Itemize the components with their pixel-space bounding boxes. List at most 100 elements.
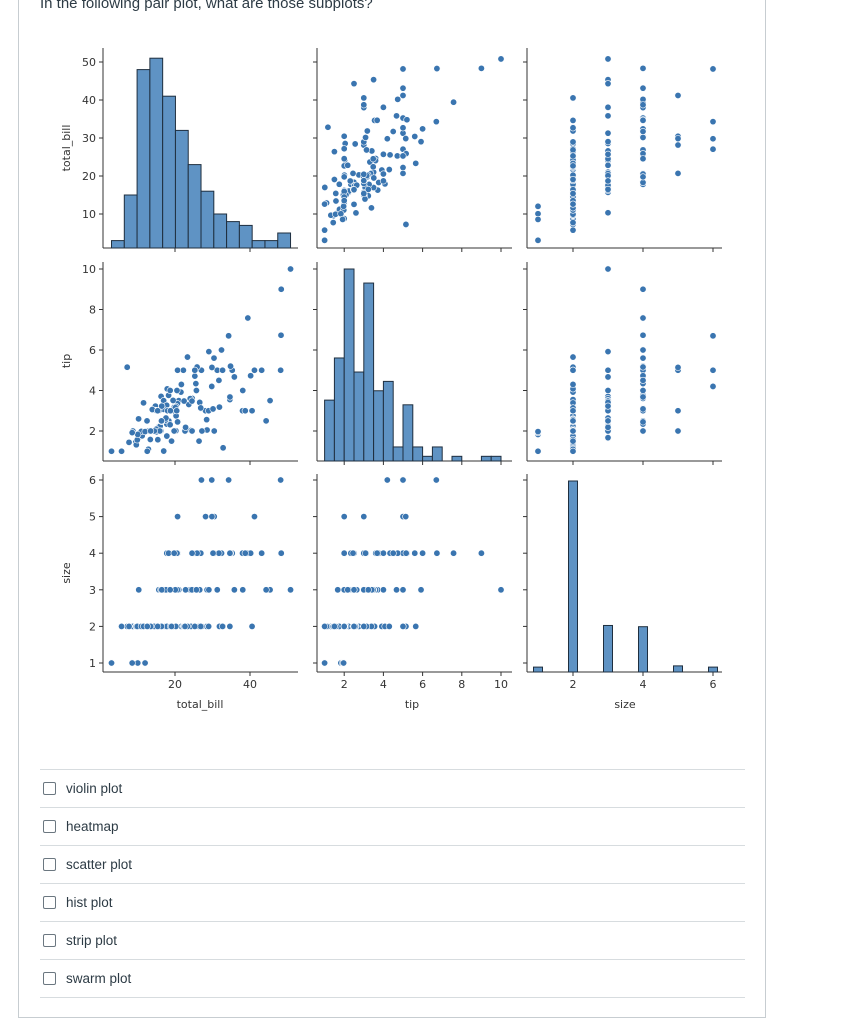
scatter-point — [226, 622, 234, 630]
scatter-point — [340, 173, 348, 181]
scatter-point — [639, 331, 647, 339]
x-tick-label: 40 — [243, 678, 257, 691]
scatter-point — [344, 161, 352, 169]
scatter-point — [639, 363, 647, 371]
scatter-point — [168, 437, 176, 445]
scatter-point — [569, 146, 577, 154]
scatter-point — [709, 145, 717, 153]
checkbox[interactable] — [43, 782, 56, 795]
scatter-point — [639, 376, 647, 384]
scatter-point — [639, 64, 647, 72]
scatter-point — [158, 402, 166, 410]
scatter-point — [203, 416, 211, 424]
scatter-point — [604, 161, 612, 169]
scatter-point — [709, 382, 717, 390]
scatter-point — [450, 549, 458, 557]
checkbox[interactable] — [43, 820, 56, 833]
scatter-point — [389, 549, 397, 557]
answer-option[interactable]: swarm plot — [40, 959, 745, 998]
scatter-point — [181, 622, 189, 630]
scatter-point — [360, 190, 368, 198]
scatter-point — [379, 170, 387, 178]
scatter-point — [497, 586, 505, 594]
scatter-point — [321, 659, 329, 667]
scatter-point — [604, 55, 612, 63]
answer-option[interactable]: scatter plot — [40, 845, 745, 883]
scatter-point — [177, 380, 185, 388]
scatter-point — [604, 373, 612, 381]
scatter-point — [367, 204, 375, 212]
scatter-point — [364, 586, 372, 594]
scatter-point — [339, 215, 347, 223]
scatter-point — [569, 116, 577, 124]
y-tick-label: 30 — [82, 132, 96, 145]
checkbox[interactable] — [43, 858, 56, 871]
scatter-point — [639, 173, 647, 181]
scatter-point — [287, 586, 295, 594]
histogram-bar — [187, 164, 202, 249]
scatter-point — [321, 622, 329, 630]
scatter-point — [197, 476, 205, 484]
scatter-point — [417, 586, 425, 594]
scatter-point — [209, 405, 217, 413]
histogram-bar — [149, 57, 164, 249]
checkbox[interactable] — [43, 896, 56, 909]
answer-list: violin plot heatmap scatter plot hist pl… — [40, 769, 745, 998]
y-tick-label: 8 — [89, 304, 96, 317]
scatter-point — [209, 549, 217, 557]
x-axis-label: total_bill — [177, 698, 224, 711]
scatter-point — [128, 659, 136, 667]
scatter-point — [399, 91, 407, 99]
scatter-point — [332, 197, 340, 205]
scatter-point — [432, 476, 440, 484]
scatter-point — [170, 549, 178, 557]
scatter-point — [639, 314, 647, 322]
answer-option[interactable]: violin plot — [40, 769, 745, 807]
scatter-point — [215, 376, 223, 384]
answer-option[interactable]: heatmap — [40, 807, 745, 845]
scatter-point — [604, 112, 612, 120]
scatter-point — [450, 98, 458, 106]
scatter-point — [340, 549, 348, 557]
scatter-point — [709, 118, 717, 126]
scatter-point — [213, 586, 221, 594]
checkbox[interactable] — [43, 934, 56, 947]
scatter-point — [118, 447, 126, 455]
scatter-point — [174, 418, 182, 426]
scatter-point — [330, 175, 338, 183]
x-tick-label: 4 — [640, 678, 647, 691]
scatter-point — [569, 407, 577, 415]
scatter-point — [383, 476, 391, 484]
scatter-point — [411, 549, 419, 557]
scatter-point — [118, 622, 126, 630]
question-frame — [18, 0, 766, 1018]
scatter-point — [277, 285, 285, 293]
scatter-point — [340, 659, 348, 667]
histogram-bar — [264, 240, 279, 249]
answer-option[interactable]: hist plot — [40, 883, 745, 921]
scatter-point — [402, 135, 410, 143]
scatter-point — [154, 436, 162, 444]
scatter-point — [399, 476, 407, 484]
scatter-point — [639, 386, 647, 394]
scatter-point — [266, 397, 274, 405]
checkbox[interactable] — [43, 972, 56, 985]
histogram-bar — [324, 399, 335, 462]
scatter-point — [277, 366, 285, 374]
scatter-point — [639, 393, 647, 401]
scatter-point — [202, 513, 210, 521]
scatter-point — [379, 586, 387, 594]
scatter-point — [329, 219, 337, 227]
scatter-point — [709, 65, 717, 73]
scatter-point — [192, 586, 200, 594]
scatter-point — [604, 366, 612, 374]
scatter-point — [385, 622, 393, 630]
scatter-point — [277, 476, 285, 484]
answer-option[interactable]: strip plot — [40, 921, 745, 959]
scatter-point — [352, 209, 360, 217]
histogram-bar — [333, 357, 345, 462]
scatter-point — [569, 380, 577, 388]
scatter-point — [363, 127, 371, 135]
scatter-point — [198, 427, 206, 435]
